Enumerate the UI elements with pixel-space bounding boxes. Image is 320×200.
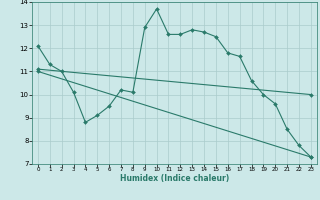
X-axis label: Humidex (Indice chaleur): Humidex (Indice chaleur) (120, 174, 229, 183)
